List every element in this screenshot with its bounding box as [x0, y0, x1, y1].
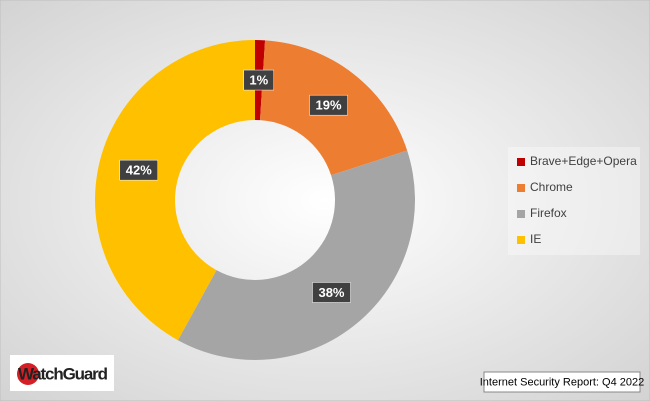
data-label: 38% [318, 285, 344, 300]
legend-marker [517, 236, 525, 244]
slice [95, 40, 255, 341]
legend-label: Brave+Edge+Opera [530, 154, 637, 168]
legend-label: Chrome [530, 180, 573, 194]
legend-label: IE [530, 232, 541, 246]
legend-marker [517, 210, 525, 218]
data-label-box [309, 94, 348, 116]
logo-text: WatchGuard [18, 364, 108, 383]
legend-marker [517, 158, 525, 166]
data-label-box [312, 282, 351, 303]
logo-icon [17, 363, 39, 385]
footer-box [483, 371, 641, 393]
legend-marker [517, 184, 525, 192]
legend-label: Firefox [530, 206, 567, 220]
legend-box [508, 147, 640, 255]
logo: WatchGuard [10, 355, 114, 391]
slice [177, 150, 415, 361]
data-label-box [243, 69, 275, 91]
data-label: 42% [126, 163, 152, 178]
footer: Internet Security Report: Q4 2022 [480, 376, 644, 388]
data-label-box [119, 159, 159, 181]
data-label: 19% [316, 98, 342, 113]
data-label: 1% [249, 72, 268, 87]
